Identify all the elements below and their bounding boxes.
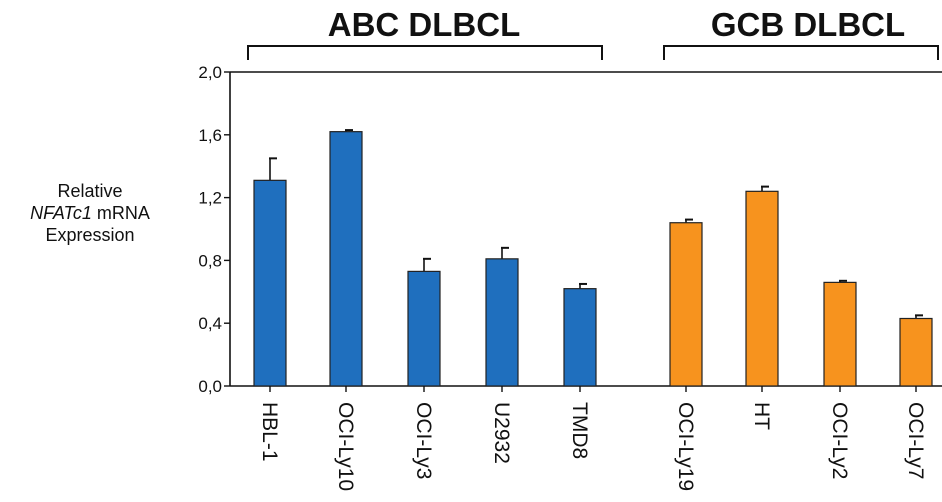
bar-oci-ly19 <box>669 222 703 387</box>
y-tick-label: 0,4 <box>198 314 222 333</box>
category-label: OCI-Ly10 <box>334 402 357 491</box>
y-tick-label: 0,0 <box>198 377 222 396</box>
group-title: GCB DLBCL <box>711 6 905 43</box>
y-axis-label-suffix: mRNA <box>91 203 150 223</box>
group-bracket <box>247 45 603 60</box>
y-tick-label: 2,0 <box>198 63 222 82</box>
bar-oci-ly10 <box>329 131 363 387</box>
y-axis-label-line-3: Expression <box>45 225 135 245</box>
category-label: OCI-Ly2 <box>828 402 851 479</box>
y-tick-label: 0,8 <box>198 251 222 270</box>
group-bracket <box>663 45 939 60</box>
y-tick-label: 1,6 <box>198 126 222 145</box>
bar-oci-ly3 <box>407 270 441 387</box>
bar-tmd8 <box>563 288 597 387</box>
y-axis-label-line-1: Relative <box>57 181 123 201</box>
group-title: ABC DLBCL <box>328 6 520 43</box>
category-label: OCI-Ly7 <box>904 402 927 479</box>
category-label: OCI-Ly19 <box>674 402 697 491</box>
bar-oci-ly7 <box>899 317 933 387</box>
y-axis-label: Relative NFATc1 mRNA Expression <box>0 180 180 246</box>
y-tick-label: 1,2 <box>198 189 222 208</box>
bar-oci-ly2 <box>823 281 857 387</box>
category-label: HT <box>750 402 773 430</box>
y-axis-label-line-2: NFATc1 mRNA <box>0 202 180 224</box>
category-label: U2932 <box>490 402 513 464</box>
category-label: OCI-Ly3 <box>412 402 435 479</box>
category-label: TMD8 <box>568 402 591 459</box>
category-label: HBL-1 <box>258 402 281 462</box>
y-axis-label-gene: NFATc1 <box>30 203 92 223</box>
bar-u2932 <box>485 258 519 387</box>
bar-hbl-1 <box>253 179 287 387</box>
bar-ht <box>745 190 779 387</box>
